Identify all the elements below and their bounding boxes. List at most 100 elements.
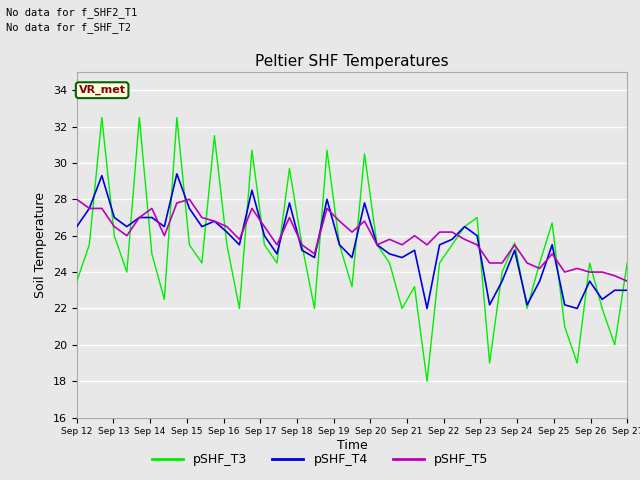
- pSHF_T5: [398, 242, 406, 248]
- pSHF_T4: [298, 247, 306, 253]
- pSHF_T4: [411, 247, 419, 253]
- pSHF_T5: [323, 205, 331, 211]
- pSHF_T4: [323, 196, 331, 202]
- pSHF_T3: [73, 278, 81, 284]
- pSHF_T3: [198, 260, 205, 266]
- pSHF_T3: [310, 306, 318, 312]
- pSHF_T4: [136, 215, 143, 220]
- pSHF_T5: [561, 269, 568, 275]
- pSHF_T3: [411, 284, 419, 289]
- pSHF_T3: [248, 147, 256, 153]
- pSHF_T3: [548, 220, 556, 226]
- pSHF_T4: [273, 251, 281, 257]
- pSHF_T4: [148, 215, 156, 220]
- pSHF_T3: [260, 242, 268, 248]
- pSHF_T3: [348, 284, 356, 289]
- Legend: pSHF_T3, pSHF_T4, pSHF_T5: pSHF_T3, pSHF_T4, pSHF_T5: [147, 448, 493, 471]
- pSHF_T5: [285, 215, 293, 220]
- pSHF_T4: [499, 278, 506, 284]
- pSHF_T4: [198, 224, 205, 229]
- pSHF_T3: [623, 260, 631, 266]
- pSHF_T4: [223, 229, 231, 235]
- pSHF_T5: [423, 242, 431, 248]
- pSHF_T5: [273, 242, 281, 248]
- pSHF_T3: [573, 360, 581, 366]
- pSHF_T3: [98, 115, 106, 120]
- pSHF_T3: [223, 242, 231, 248]
- pSHF_T4: [586, 278, 593, 284]
- pSHF_T3: [423, 378, 431, 384]
- pSHF_T3: [386, 260, 394, 266]
- pSHF_T4: [248, 187, 256, 193]
- pSHF_T5: [198, 215, 205, 220]
- pSHF_T5: [461, 237, 468, 242]
- pSHF_T3: [285, 166, 293, 171]
- pSHF_T5: [411, 233, 419, 239]
- pSHF_T4: [310, 255, 318, 261]
- pSHF_T5: [361, 218, 369, 224]
- pSHF_T3: [161, 297, 168, 302]
- pSHF_T5: [173, 200, 180, 206]
- pSHF_T5: [136, 215, 143, 220]
- pSHF_T3: [536, 260, 543, 266]
- pSHF_T4: [423, 306, 431, 312]
- pSHF_T5: [236, 237, 243, 242]
- pSHF_T4: [398, 255, 406, 261]
- pSHF_T4: [123, 224, 131, 229]
- pSHF_T5: [586, 269, 593, 275]
- pSHF_T4: [211, 218, 218, 224]
- pSHF_T4: [511, 247, 518, 253]
- pSHF_T5: [623, 278, 631, 284]
- pSHF_T5: [223, 224, 231, 229]
- pSHF_T4: [461, 224, 468, 229]
- pSHF_T5: [248, 205, 256, 211]
- Text: VR_met: VR_met: [79, 85, 125, 96]
- pSHF_T5: [348, 229, 356, 235]
- pSHF_T3: [211, 133, 218, 139]
- pSHF_T4: [373, 242, 381, 248]
- pSHF_T4: [73, 224, 81, 229]
- pSHF_T5: [111, 224, 118, 229]
- pSHF_T5: [86, 205, 93, 211]
- Line: pSHF_T5: pSHF_T5: [77, 199, 627, 281]
- pSHF_T5: [373, 242, 381, 248]
- pSHF_T5: [335, 218, 343, 224]
- pSHF_T4: [86, 205, 93, 211]
- pSHF_T4: [285, 200, 293, 206]
- pSHF_T3: [173, 115, 180, 120]
- pSHF_T4: [473, 233, 481, 239]
- pSHF_T5: [161, 233, 168, 239]
- pSHF_T5: [123, 233, 131, 239]
- pSHF_T3: [473, 215, 481, 220]
- pSHF_T4: [386, 251, 394, 257]
- pSHF_T5: [260, 224, 268, 229]
- pSHF_T5: [310, 251, 318, 257]
- Title: Peltier SHF Temperatures: Peltier SHF Temperatures: [255, 54, 449, 70]
- pSHF_T3: [86, 242, 93, 248]
- pSHF_T3: [323, 147, 331, 153]
- pSHF_T5: [473, 242, 481, 248]
- pSHF_T3: [448, 242, 456, 248]
- pSHF_T4: [536, 278, 543, 284]
- pSHF_T5: [548, 251, 556, 257]
- pSHF_T3: [136, 115, 143, 120]
- pSHF_T4: [524, 302, 531, 308]
- pSHF_T5: [148, 205, 156, 211]
- pSHF_T3: [186, 242, 193, 248]
- pSHF_T4: [436, 242, 444, 248]
- pSHF_T4: [448, 237, 456, 242]
- pSHF_T3: [361, 151, 369, 157]
- pSHF_T5: [298, 242, 306, 248]
- pSHF_T3: [398, 306, 406, 312]
- pSHF_T5: [211, 218, 218, 224]
- pSHF_T3: [111, 233, 118, 239]
- pSHF_T3: [436, 260, 444, 266]
- pSHF_T5: [573, 265, 581, 271]
- pSHF_T3: [486, 360, 493, 366]
- pSHF_T5: [73, 196, 81, 202]
- pSHF_T3: [298, 242, 306, 248]
- Line: pSHF_T4: pSHF_T4: [77, 174, 627, 309]
- pSHF_T5: [499, 260, 506, 266]
- pSHF_T4: [573, 306, 581, 312]
- pSHF_T4: [98, 173, 106, 179]
